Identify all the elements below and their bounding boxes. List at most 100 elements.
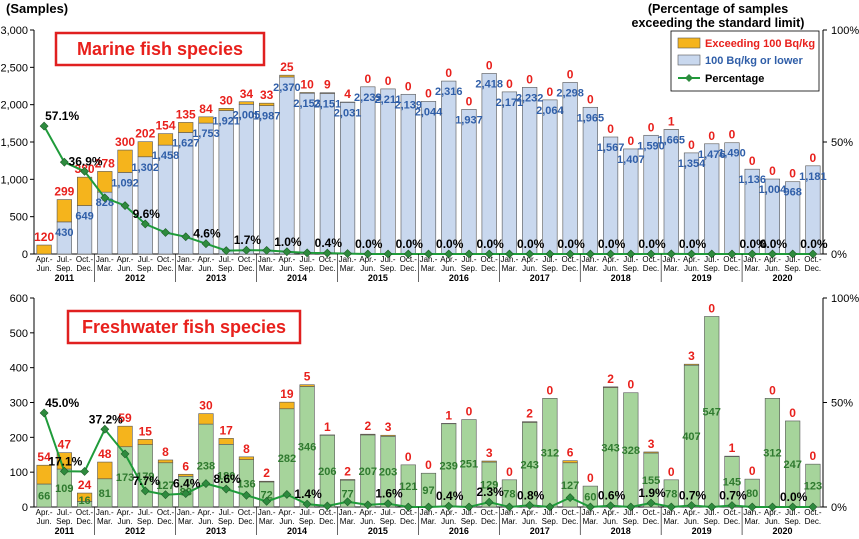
exceeding-count-label: 202	[135, 127, 155, 141]
percentage-label: 6.4%	[173, 477, 201, 491]
percentage-marker	[241, 490, 251, 500]
legend-exceeding-swatch	[677, 37, 701, 49]
percentage-marker	[161, 228, 170, 237]
percentage-marker	[484, 497, 494, 507]
bar-lower-11	[238, 103, 255, 255]
lower-count-label: 2,418	[475, 78, 503, 90]
exceeding-count-label: 0	[526, 72, 533, 86]
exceeding-count-label: 47	[58, 438, 72, 452]
exceeding-count-label: 2	[607, 372, 614, 386]
exceeding-count-label: 24	[78, 478, 92, 492]
left-y-tick-label: 500	[10, 212, 28, 224]
category-tick-label: Oct.-Dec.	[642, 255, 660, 273]
exceeding-count-label: 10	[300, 77, 314, 91]
exceeding-count-label: 59	[118, 411, 132, 425]
legend-lower-label: 100 Bq/kg or lower	[705, 55, 804, 67]
year-label: 2017	[530, 526, 550, 536]
percentage-marker	[606, 249, 616, 259]
percentage-label: 0.0%	[740, 237, 768, 251]
percentage-marker	[80, 166, 90, 176]
exceeding-count-label: 0	[506, 77, 513, 91]
exceeding-count-label: 0	[789, 167, 796, 181]
legend-exceeding-label: Exceeding 100 Bq/kg	[705, 38, 815, 50]
lower-count-label: 173	[116, 472, 134, 484]
lower-count-label: 547	[703, 407, 721, 419]
bar-lower-10	[218, 110, 234, 255]
year-label: 2018	[611, 273, 631, 283]
category-tick-label: Oct.-Dec.	[400, 508, 418, 526]
bar-exceeding-5	[117, 425, 133, 448]
exceeding-count-label: 0	[789, 406, 796, 420]
percentage-label: 9.6%	[133, 207, 161, 221]
exceeding-count-label: 1	[668, 115, 675, 129]
year-label: 2011	[55, 273, 75, 283]
bar-lower-13	[279, 76, 295, 255]
bar-exceeding-33	[683, 363, 700, 366]
right-y-tick-label: 50%	[831, 398, 853, 410]
lower-count-label: 1,490	[718, 148, 746, 160]
category-tick-label: Jul.-Sep.	[784, 255, 800, 273]
year-label: 2020	[773, 526, 793, 536]
percentage-label: 1.6%	[375, 487, 403, 501]
percentage-label: 0.7%	[679, 489, 707, 503]
exceeding-count-label: 0	[425, 458, 432, 472]
category-tick-label: Oct.-Dec.	[319, 255, 337, 273]
left-y-tick-label: 400	[10, 363, 28, 375]
percentage-marker	[403, 249, 413, 259]
category-tick-label: Jan.-Mar.	[339, 255, 357, 273]
lower-count-label: 312	[541, 448, 559, 460]
category-tick-label: Jul.-Sep.	[380, 255, 396, 273]
category-tick-label: Apr.-Jun.	[521, 508, 538, 526]
bar-lower-26	[542, 99, 558, 255]
exceeding-count-label: 299	[54, 185, 74, 199]
exceeding-count-label: 15	[139, 424, 153, 438]
percentage-label: 0.0%	[598, 237, 626, 251]
bar-exceeding-16	[339, 479, 356, 481]
bar-exceeding-8	[178, 122, 194, 133]
lower-count-label: 1,407	[617, 154, 645, 166]
category-tick-label: Apr.-Jun.	[117, 255, 134, 273]
category-tick-label: Jan.-Mar.	[420, 508, 438, 526]
left-y-tick-label: 0	[22, 502, 28, 514]
percentage-label: 0.0%	[638, 237, 666, 251]
percentage-label: 0.6%	[598, 489, 626, 503]
bar-exceeding-17	[360, 433, 376, 436]
year-label: 2012	[125, 273, 145, 283]
percentage-marker	[140, 219, 150, 229]
percentage-label: 1.7%	[234, 233, 262, 247]
percentage-marker	[59, 466, 69, 476]
bar-lower-22	[461, 109, 477, 255]
lower-count-label: 1,476	[698, 149, 726, 161]
bar-lower-27	[562, 82, 578, 255]
legend-percentage-marker	[685, 74, 693, 82]
right-y-tick-label: 0%	[831, 249, 847, 261]
percentage-marker	[322, 501, 332, 511]
percentage-marker	[181, 489, 191, 499]
category-tick-label: Jul.-Sep.	[461, 255, 477, 273]
exceeding-count-label: 0	[648, 120, 655, 134]
percentage-marker	[626, 502, 636, 512]
lower-count-label: 2,064	[536, 105, 564, 117]
left-y-tick-label: 1,500	[0, 137, 28, 149]
category-tick-label: Apr.-Jun.	[359, 508, 376, 526]
percentage-label: 1.9%	[638, 486, 666, 500]
lower-count-label: 97	[422, 485, 434, 497]
exceeding-count-label: 0	[668, 465, 675, 479]
percentage-marker	[565, 249, 575, 259]
panel-title: Marine fish species	[77, 39, 243, 59]
percentage-marker	[727, 501, 737, 510]
lower-count-label: 346	[298, 442, 316, 454]
bar-lower-32	[663, 129, 679, 255]
bar-exceeding-6	[137, 439, 153, 445]
category-tick-label: Apr.-Jun.	[359, 255, 376, 273]
percentage-marker	[747, 249, 757, 259]
legend-lower-swatch	[677, 54, 701, 66]
percentage-marker	[788, 249, 798, 259]
category-tick-label: Jul.-Sep.	[542, 255, 558, 273]
left-y-tick-label: 2,000	[0, 100, 28, 112]
percentage-marker	[767, 249, 777, 259]
percentage-marker	[464, 249, 474, 259]
bar-exceeding-4	[97, 171, 113, 193]
year-label: 2019	[692, 273, 712, 283]
